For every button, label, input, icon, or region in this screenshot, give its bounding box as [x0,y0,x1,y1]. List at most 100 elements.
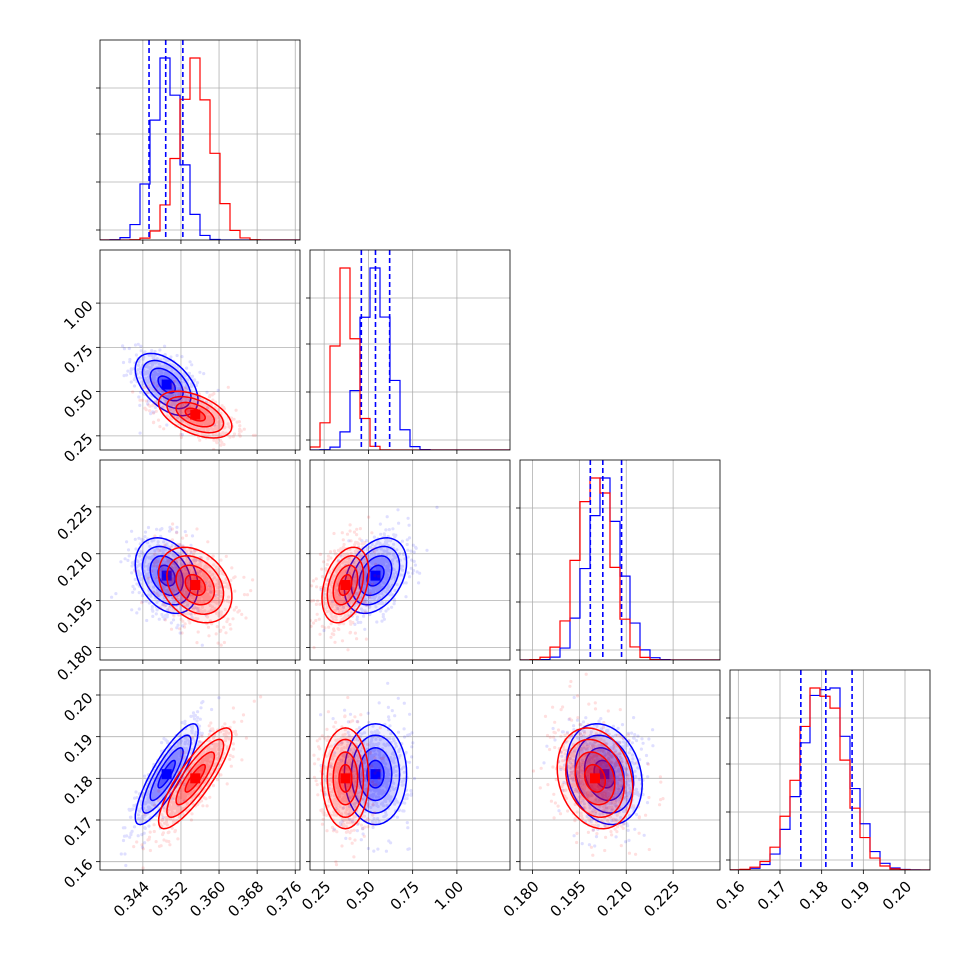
red-scatter-point [185,602,189,606]
red-scatter-point [185,571,189,575]
red-scatter-point [195,641,199,645]
red-scatter-point [323,626,327,630]
blue-scatter-point [127,807,131,811]
blue-scatter-point [151,361,155,365]
red-scatter-point [349,569,353,573]
blue-scatter-point [146,380,151,384]
red-scatter-point [364,577,368,582]
red-scatter-point [217,569,221,573]
red-scatter-point [325,605,329,610]
red-scatter-point [363,571,368,576]
blue-scatter-point [139,366,143,370]
blue-scatter-point [170,376,174,381]
red-scatter-point [199,587,203,591]
blue-scatter-point [182,747,187,751]
red-scatter-point [180,570,184,574]
blue-scatter-point [143,350,147,354]
blue-scatter-point [178,734,182,738]
red-scatter-point [208,595,212,599]
red-scatter-point [349,568,353,572]
red-scatter-point [346,567,350,572]
blue-scatter-point [155,600,159,605]
red-scatter-point [311,621,316,625]
red-scatter-point [182,610,186,614]
red-scatter-point [174,544,178,548]
red-scatter-point [218,432,222,436]
red-scatter-point [185,801,189,806]
red-scatter-point [181,386,185,390]
blue-scatter-point [147,808,151,812]
red-scatter-point [361,553,365,557]
red-scatter-point [339,597,343,602]
red-scatter-point [360,555,364,559]
blue-scatter-point [381,558,385,562]
blue-peak-cell [370,570,381,581]
blue-scatter-point [164,366,168,370]
red-scatter-point [179,577,183,581]
red-scatter-point [192,570,196,575]
blue-scatter-point [136,569,140,573]
red-scatter-point [240,758,244,762]
x-tick-label: 0.344 [110,878,153,921]
red-scatter-point [346,560,350,565]
red-scatter-point [310,619,312,623]
blue-scatter-point [128,357,132,362]
red-scatter-point [198,740,202,744]
x-tick-label: 0.368 [224,878,267,921]
blue-scatter-point [374,560,379,564]
red-scatter-point [175,542,180,547]
blue-scatter-point [176,623,180,627]
blue-scatter-point [153,405,157,410]
red-scatter-point [186,594,191,598]
red-scatter-point [170,403,174,407]
red-scatter-point [314,602,318,607]
blue-scatter-point [376,560,380,564]
red-scatter-point [218,613,222,617]
blue-scatter-point [155,779,159,783]
blue-scatter-point [392,602,396,606]
blue-scatter-point [387,585,392,589]
red-scatter-point [196,599,200,603]
red-scatter-point [173,562,177,566]
red-scatter-point [178,404,182,408]
blue-scatter-point [159,365,163,369]
blue-scatter-point [178,754,182,758]
red-scatter-point [368,592,372,596]
blue-scatter-point [152,375,156,379]
red-scatter-point [141,398,145,402]
blue-scatter-point [153,383,157,387]
blue-scatter-point [140,833,144,837]
red-scatter-point [347,568,351,573]
red-scatter-point [180,418,184,422]
blue-scatter-point [379,586,383,590]
red-scatter-point [212,438,216,442]
blue-scatter-point [178,741,182,745]
blue-scatter-point [127,554,131,558]
red-scatter-point [227,600,231,604]
y-tick-label: 0.25 [60,430,96,466]
red-scatter-point [197,599,201,604]
red-scatter-point [150,404,154,408]
panel-content [520,460,720,660]
red-scatter-point [167,606,171,610]
red-scatter-point [168,408,173,412]
blue-scatter-point [189,724,193,729]
blue-scatter-point [135,564,139,569]
red-scatter-point [209,727,213,731]
red-scatter-point [162,581,166,585]
blue-scatter-point [386,568,390,572]
red-scatter-point [171,411,175,415]
red-scatter-point [328,601,332,605]
blue-scatter-point [144,370,148,375]
red-scatter-point [200,415,204,419]
blue-scatter-point [382,581,386,585]
blue-scatter-point [173,364,177,368]
blue-scatter-point [167,560,171,565]
red-scatter-point [353,549,357,554]
red-scatter-point [157,789,161,793]
red-scatter-point [341,599,345,603]
red-scatter-point [224,554,228,559]
blue-scatter-point [386,551,390,555]
red-scatter-point [180,793,184,797]
red-scatter-point [352,608,356,612]
